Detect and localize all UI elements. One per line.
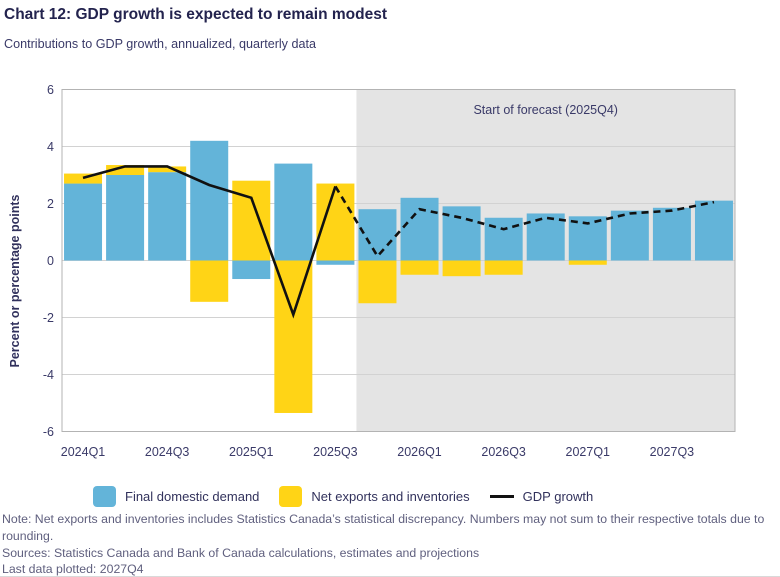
bar-segment [64, 173, 103, 184]
y-axis-title: Percent or percentage points [8, 194, 22, 367]
bar-segment [568, 260, 607, 265]
bar-segment [232, 260, 271, 280]
bar-segment [190, 140, 229, 261]
bar-segment [274, 260, 313, 413]
bar-segment [148, 172, 187, 261]
note-text: Note: Net exports and inventories includ… [2, 512, 765, 543]
x-tick-label: 2026Q1 [397, 445, 442, 459]
bars-series-0 [64, 140, 733, 280]
final-domestic-demand-swatch-icon [93, 486, 116, 507]
y-tick-label: 4 [47, 140, 54, 154]
y-axis-labels: -6 -4 -2 0 2 4 6 [43, 83, 54, 439]
bar-segment [106, 165, 145, 175]
bar-segment [316, 260, 355, 265]
bar-segment [316, 183, 355, 261]
bars-series-1 [64, 165, 607, 413]
bar-segment [400, 260, 439, 275]
bar-segment [400, 197, 439, 261]
bar-segment [148, 166, 187, 173]
legend-item-gdp-growth: GDP growth [489, 489, 594, 504]
gdp-contributions-chart: -6 -4 -2 0 2 4 6 2024Q1 2024Q3 2025Q1 2025Q3 2026Q1… [8, 83, 736, 459]
bar-segment [64, 183, 103, 261]
legend-label-final-domestic-demand: Final domestic demand [125, 489, 260, 504]
legend: Final domestic demand Net exports and in… [93, 486, 593, 507]
forecast-annotation: Start of forecast (2025Q4) [473, 103, 618, 117]
chart-subtitle: Contributions to GDP growth, annualized,… [4, 37, 316, 51]
gdp-growth-line [82, 165, 715, 319]
last-data-text: Last data plotted: 2027Q4 [2, 562, 144, 577]
bar-segment [652, 207, 691, 261]
y-tick-label: -2 [43, 311, 54, 325]
chart-title: Chart 12: GDP growth is expected to rema… [4, 6, 387, 23]
x-tick-label: 2025Q1 [229, 445, 274, 459]
bar-segment [190, 260, 229, 302]
x-tick-label: 2026Q3 [481, 445, 526, 459]
x-axis-labels: 2024Q1 2024Q3 2025Q1 2025Q3 2026Q1 2026Q3 2027… [61, 445, 694, 459]
bar-segment [106, 175, 145, 261]
plot-border [61, 89, 736, 432]
y-tick-label: -6 [43, 425, 54, 439]
bar-segment [610, 210, 649, 261]
gdp-line-dashed [334, 185, 715, 259]
bar-segment [694, 200, 733, 261]
bar-segment [484, 260, 523, 275]
gdp-growth-line-swatch-icon [489, 495, 514, 498]
y-tick-label: -4 [43, 368, 54, 382]
legend-item-final-domestic-demand: Final domestic demand [93, 486, 259, 507]
x-tick-label: 2025Q3 [313, 445, 358, 459]
chart-notes: Note: Net exports and inventories includ… [2, 511, 778, 577]
x-tick-label: 2024Q3 [145, 445, 190, 459]
legend-item-net-exports: Net exports and inventories [279, 486, 470, 507]
bar-segment [358, 260, 397, 304]
x-tick-label: 2027Q1 [566, 445, 611, 459]
bar-segment [484, 217, 523, 261]
y-tick-label: 0 [47, 254, 54, 268]
bar-segment [274, 163, 313, 261]
gdp-line-solid [82, 165, 337, 319]
x-tick-label: 2024Q1 [61, 445, 106, 459]
bar-segment [358, 209, 397, 261]
legend-label-net-exports: Net exports and inventories [311, 489, 470, 504]
legend-label-gdp-growth: GDP growth [522, 489, 594, 504]
y-tick-label: 2 [47, 197, 54, 211]
net-exports-swatch-icon [279, 486, 303, 507]
bar-segment [442, 260, 481, 277]
sources-text: Sources: Statistics Canada and Bank of C… [2, 545, 480, 560]
y-tick-label: 6 [47, 83, 54, 97]
bar-segment [526, 213, 565, 261]
x-tick-label: 2027Q3 [650, 445, 695, 459]
